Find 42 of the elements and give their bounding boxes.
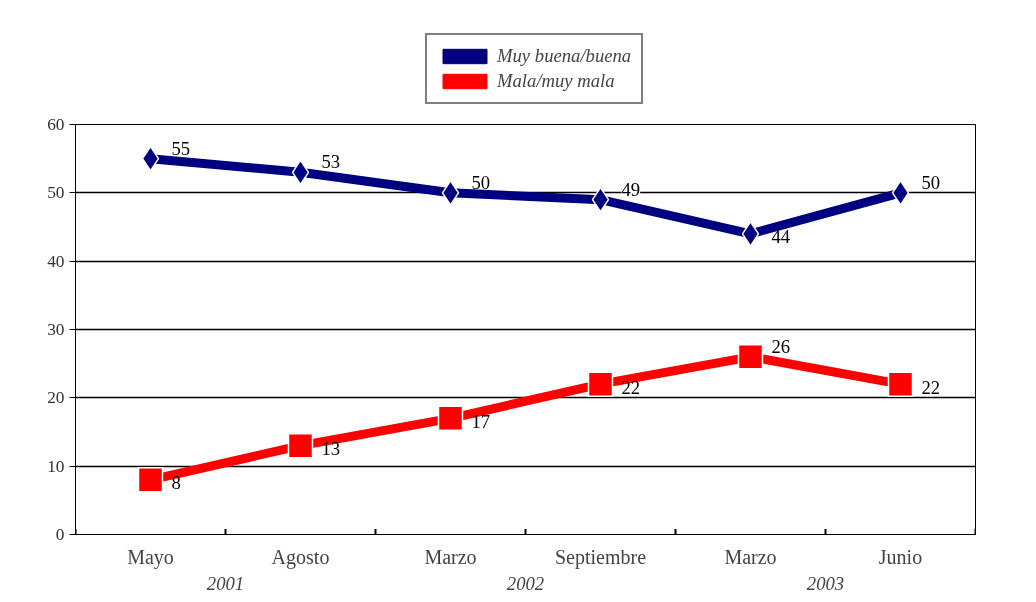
data-label: 50 [921, 171, 941, 193]
point [891, 180, 910, 206]
point [737, 344, 764, 370]
point [141, 145, 160, 172]
data-label: 13 [321, 438, 341, 460]
point [887, 371, 914, 397]
point [587, 371, 614, 397]
x-tick-label: Marzo [724, 545, 777, 568]
point [441, 180, 460, 206]
x-tick-label: Septiembre [554, 545, 647, 569]
point [591, 186, 610, 213]
data-label: 49 [621, 178, 641, 200]
x-tick-label: Junio [878, 545, 923, 568]
point [287, 432, 314, 459]
y-tick-label: 40 [47, 251, 65, 271]
x-tick-label: Mayo [127, 545, 174, 569]
text: 2002 [506, 572, 545, 594]
text: 2001 [206, 572, 245, 594]
data-label: 26 [771, 335, 791, 357]
data-label: 22 [921, 376, 941, 398]
data-label: 22 [621, 376, 641, 398]
x-tick-label: Agosto [271, 545, 330, 569]
legend-label: Muy buena/buena [497, 45, 632, 67]
y-tick-label: 0 [55, 525, 65, 544]
y-tick-label: 60 [47, 115, 65, 134]
y-tick-label: 50 [47, 183, 65, 203]
y-tick-label: 10 [47, 456, 65, 476]
point [291, 159, 310, 186]
y-tick-label: 30 [47, 320, 65, 339]
data-label: 8 [171, 472, 181, 494]
data-label: 17 [471, 410, 491, 432]
point [741, 221, 760, 247]
legend-label: Mala/muy mala [497, 70, 615, 92]
data-label: 53 [321, 151, 341, 173]
x-tick-label: Marzo [424, 545, 477, 568]
y-tick-label: 20 [47, 388, 65, 408]
point [437, 405, 464, 432]
point [137, 467, 164, 493]
data-label: 44 [771, 226, 791, 248]
data-label: 55 [171, 137, 191, 159]
text: 2003 [806, 572, 845, 594]
data-label: 50 [471, 171, 491, 193]
